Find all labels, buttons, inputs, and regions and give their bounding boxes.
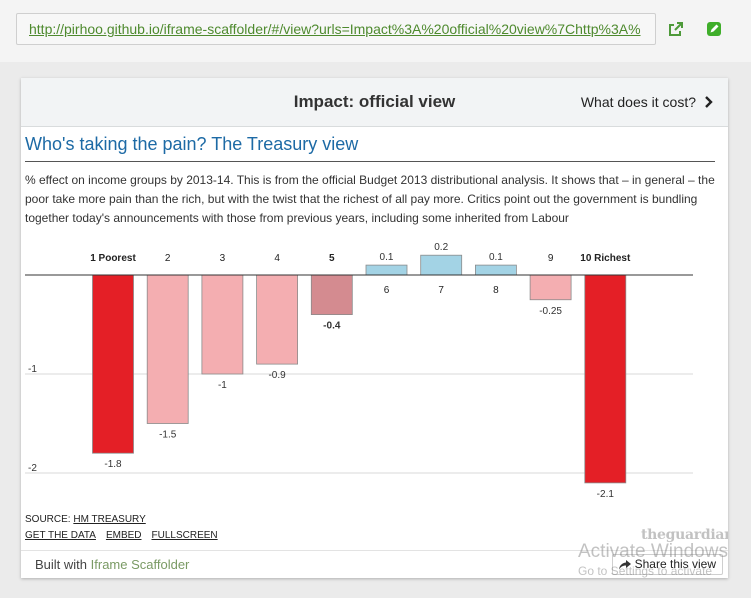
watermark-line1: Activate Windows <box>578 541 728 562</box>
category-label: 3 <box>220 253 226 264</box>
bar <box>420 254 463 276</box>
embed-link[interactable]: EMBED <box>105 530 142 541</box>
bar-chart: -1 -2 1 Poorest -1.8 2 -1.5 3 -1 4 -0.9 5 -0.4 6 0.1 7… <box>21 238 728 508</box>
bar <box>146 274 189 424</box>
y-tick-label: -2 <box>28 463 37 474</box>
bar <box>474 264 517 276</box>
view-header: Impact: official view What does it cost? <box>21 78 728 127</box>
external-link-icon[interactable] <box>668 21 684 37</box>
value-label: -0.25 <box>539 306 562 317</box>
bar-chart-svg: -1 -2 1 Poorest -1.8 2 -1.5 3 -1 4 -0.9 5 -0.4 6 0.1 7… <box>25 242 693 500</box>
scaffolder-card: Impact: official view What does it cost?… <box>21 78 728 578</box>
category-label: 7 <box>438 285 444 296</box>
guardian-logo: theguardian <box>641 527 728 543</box>
value-label: -1.5 <box>159 430 177 441</box>
category-label: 2 <box>165 253 171 264</box>
article-headline: Who's taking the pain? The Treasury view <box>25 133 715 162</box>
windows-activation-watermark: Activate Windows Go to Settings to activ… <box>578 541 728 579</box>
category-label: 1 Poorest <box>90 253 136 264</box>
value-label: 0.2 <box>434 242 448 253</box>
source-link[interactable]: HM TREASURY <box>73 514 146 525</box>
url-bar-area: http://pirhoo.github.io/iframe-scaffolde… <box>0 0 751 62</box>
bar <box>201 274 244 375</box>
built-with-label: Built with <box>35 557 91 572</box>
value-label: -1.8 <box>104 459 122 470</box>
value-label: -0.9 <box>268 370 286 381</box>
value-label: -1 <box>218 380 227 391</box>
category-label: 9 <box>548 253 554 264</box>
source-line: SOURCE: HM TREASURY <box>25 514 146 525</box>
article-standfirst: % effect on income groups by 2013-14. Th… <box>25 173 715 225</box>
share-arrow-icon <box>618 559 631 569</box>
card-footer: Built with Iframe Scaffolder Share this … <box>21 550 728 578</box>
category-label: 6 <box>384 285 390 296</box>
bar <box>584 274 627 484</box>
value-label: -0.4 <box>323 321 341 332</box>
url-field[interactable]: http://pirhoo.github.io/iframe-scaffolde… <box>16 13 656 45</box>
view-title: Impact: official view <box>293 92 456 111</box>
watermark-line2: Go to Settings to activate <box>578 564 713 578</box>
category-label: 4 <box>274 253 280 264</box>
share-button[interactable]: Share this view <box>611 554 723 575</box>
share-label: Share this view <box>634 557 716 571</box>
source-prefix: SOURCE: <box>25 514 74 525</box>
bar <box>256 274 299 365</box>
category-label: 8 <box>493 285 499 296</box>
pencil-edit-icon[interactable] <box>706 21 722 37</box>
bar <box>310 274 353 315</box>
value-label: 0.1 <box>489 252 503 263</box>
fullscreen-link[interactable]: FULLSCREEN <box>151 530 218 541</box>
chart-links: GET THE DATA EMBED FULLSCREEN <box>25 530 218 541</box>
value-label: -2.1 <box>597 489 615 500</box>
scaffolder-brand-link[interactable]: Iframe Scaffolder <box>90 557 190 572</box>
chevron-right-icon <box>705 96 713 108</box>
next-view-link[interactable]: What does it cost? <box>581 78 714 126</box>
category-label: 5 <box>329 253 335 264</box>
bar <box>365 264 408 276</box>
bar <box>92 274 134 454</box>
built-with-text: Built with Iframe Scaffolder <box>35 551 189 578</box>
y-tick-label: -1 <box>28 364 37 375</box>
category-label: 10 Richest <box>580 253 631 264</box>
value-label: 0.1 <box>380 252 394 263</box>
bar <box>529 274 572 301</box>
next-view-label: What does it cost? <box>580 94 696 110</box>
get-data-link[interactable]: GET THE DATA <box>25 530 96 541</box>
